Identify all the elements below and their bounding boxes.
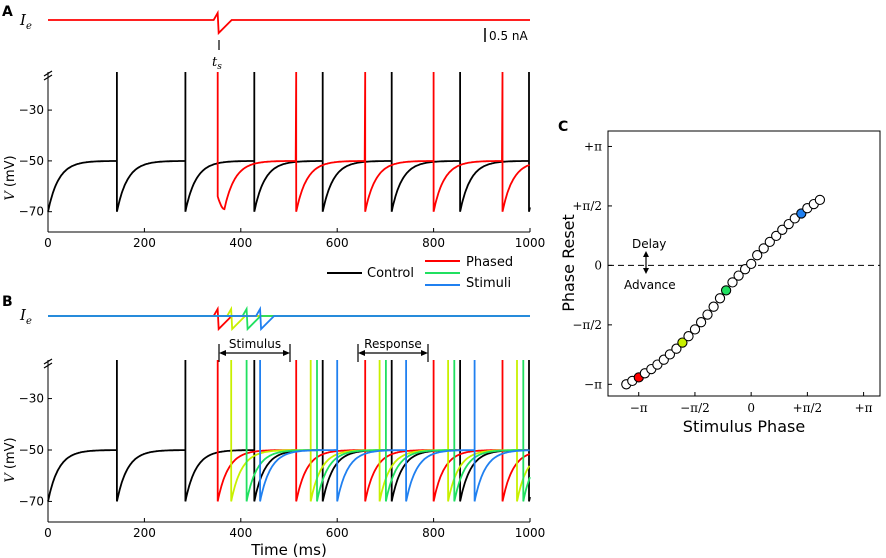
x-tick-label: 600 bbox=[326, 236, 349, 250]
y-tick-label: −70 bbox=[19, 494, 44, 508]
x-tick-label: +π bbox=[855, 401, 873, 415]
x-tick-label: 200 bbox=[133, 236, 156, 250]
axis-break bbox=[43, 70, 53, 81]
panel-c-points bbox=[621, 194, 826, 390]
panel-b-current-label: Ie bbox=[19, 306, 32, 327]
phase-point bbox=[671, 343, 682, 354]
x-tick-label: −π bbox=[630, 401, 648, 415]
x-tick-label: 200 bbox=[133, 526, 156, 540]
panel-a-current-label: Ie bbox=[19, 11, 32, 32]
legend-stimuli-label: Stimuli bbox=[466, 276, 511, 291]
stimulus-bracket: Stimulus bbox=[218, 336, 291, 362]
phase-point bbox=[727, 277, 738, 288]
x-tick-label: 800 bbox=[422, 526, 445, 540]
panel-a-ylabel: V (mV) bbox=[3, 155, 18, 200]
panel-a: A Ie 0.5 nA ts V (mV) 0 200 400 600 800 1000 −… bbox=[2, 4, 545, 250]
panel-a-label: A bbox=[2, 4, 13, 20]
phase-point bbox=[777, 224, 788, 235]
legend: Control Phased Stimuli bbox=[327, 255, 513, 291]
panel-c-axes: −π −π/2 0 +π/2 +π +π +π/2 0 −π/2 −π bbox=[572, 139, 872, 415]
panel-b-axes: 0 200 400 600 800 1000 −30 −50 −70 bbox=[19, 358, 546, 540]
trace-stimulus-4 bbox=[259, 360, 530, 502]
y-tick-label: −30 bbox=[19, 392, 44, 406]
y-tick-label: −50 bbox=[19, 443, 44, 457]
delay-label: Delay bbox=[632, 237, 666, 251]
highlighted-point bbox=[720, 285, 732, 296]
panel-a-axes: 0 200 400 600 800 1000 −30 −50 −70 bbox=[19, 70, 546, 250]
panel-b-xlabel: Time (ms) bbox=[250, 541, 327, 558]
panel-c-frame bbox=[607, 130, 881, 397]
x-tick-label: 0 bbox=[44, 236, 52, 250]
x-tick-label: 1000 bbox=[515, 236, 546, 250]
panel-c-ylabel: Phase Reset bbox=[559, 214, 578, 312]
x-tick-label: 600 bbox=[326, 526, 349, 540]
y-tick-label: −30 bbox=[19, 103, 44, 117]
phase-point bbox=[702, 309, 713, 320]
advance-label: Advance bbox=[624, 278, 676, 292]
y-tick-label: −π bbox=[584, 377, 602, 391]
y-tick-label: −50 bbox=[19, 154, 44, 168]
phase-point bbox=[758, 243, 769, 254]
phase-point bbox=[689, 324, 701, 335]
current-phased bbox=[48, 305, 530, 332]
y-tick-label: 0 bbox=[594, 258, 602, 272]
panel-c: C −π −π/2 0 +π/2 +π +π +π/2 0 −π/2 −π Delay Advan… bbox=[558, 119, 881, 436]
panel-a-traces bbox=[47, 71, 531, 212]
y-tick-label: +π/2 bbox=[572, 199, 602, 213]
panel-b-traces bbox=[47, 360, 531, 502]
phase-point bbox=[708, 301, 719, 312]
trace-control bbox=[47, 72, 531, 212]
current-stimulus-2 bbox=[48, 305, 530, 332]
y-tick-label: −70 bbox=[19, 205, 44, 219]
phase-point bbox=[746, 258, 757, 270]
phase-point bbox=[771, 230, 782, 242]
trace-phased bbox=[216, 360, 530, 502]
phase-point bbox=[814, 194, 826, 206]
legend-phased-label: Phased bbox=[466, 255, 513, 270]
x-tick-label: 400 bbox=[229, 236, 252, 250]
legend-control-label: Control bbox=[367, 266, 414, 281]
delay-advance-arrowheads bbox=[643, 251, 649, 274]
x-tick-label: 0 bbox=[747, 401, 755, 415]
phase-point bbox=[733, 270, 744, 281]
phase-point bbox=[664, 349, 676, 360]
x-tick-label: +π/2 bbox=[793, 401, 823, 415]
x-tick-label: 400 bbox=[229, 526, 252, 540]
panel-b-ylabel: V (mV) bbox=[3, 437, 18, 482]
current-stimulus-3 bbox=[48, 305, 530, 332]
scale-bar-label: 0.5 nA bbox=[489, 29, 529, 43]
trace-stimulus-3 bbox=[245, 360, 531, 502]
trace-phased bbox=[216, 71, 530, 212]
panel-c-xlabel: Stimulus Phase bbox=[683, 417, 805, 436]
panel-b: B Ie Stimulus Response V (mV) 0 200 400 600… bbox=[2, 294, 545, 558]
response-label: Response bbox=[364, 337, 422, 351]
highlighted-point bbox=[677, 337, 688, 348]
trace-stimulus-2 bbox=[230, 360, 531, 502]
phase-point bbox=[714, 293, 726, 304]
panel-b-label: B bbox=[2, 294, 13, 310]
panel-a-current-trace bbox=[48, 9, 530, 36]
current-stimulus-4 bbox=[48, 305, 530, 332]
axis-break bbox=[43, 358, 53, 369]
phase-point bbox=[695, 317, 707, 328]
panel-b-current-traces bbox=[48, 305, 530, 332]
response-bracket: Response bbox=[357, 336, 429, 362]
x-tick-label: −π/2 bbox=[680, 401, 710, 415]
stim-time-label: ts bbox=[212, 55, 222, 72]
phase-point bbox=[752, 250, 763, 261]
y-tick-label: −π/2 bbox=[572, 318, 602, 332]
trace-control bbox=[47, 360, 531, 502]
stimulus-label: Stimulus bbox=[229, 337, 281, 351]
x-tick-label: 1000 bbox=[515, 526, 546, 540]
phase-point bbox=[683, 331, 694, 342]
x-tick-label: 0 bbox=[44, 526, 52, 540]
panel-c-label: C bbox=[558, 119, 568, 135]
phase-point bbox=[764, 236, 775, 248]
y-tick-label: +π bbox=[584, 139, 602, 153]
x-tick-label: 800 bbox=[422, 236, 445, 250]
